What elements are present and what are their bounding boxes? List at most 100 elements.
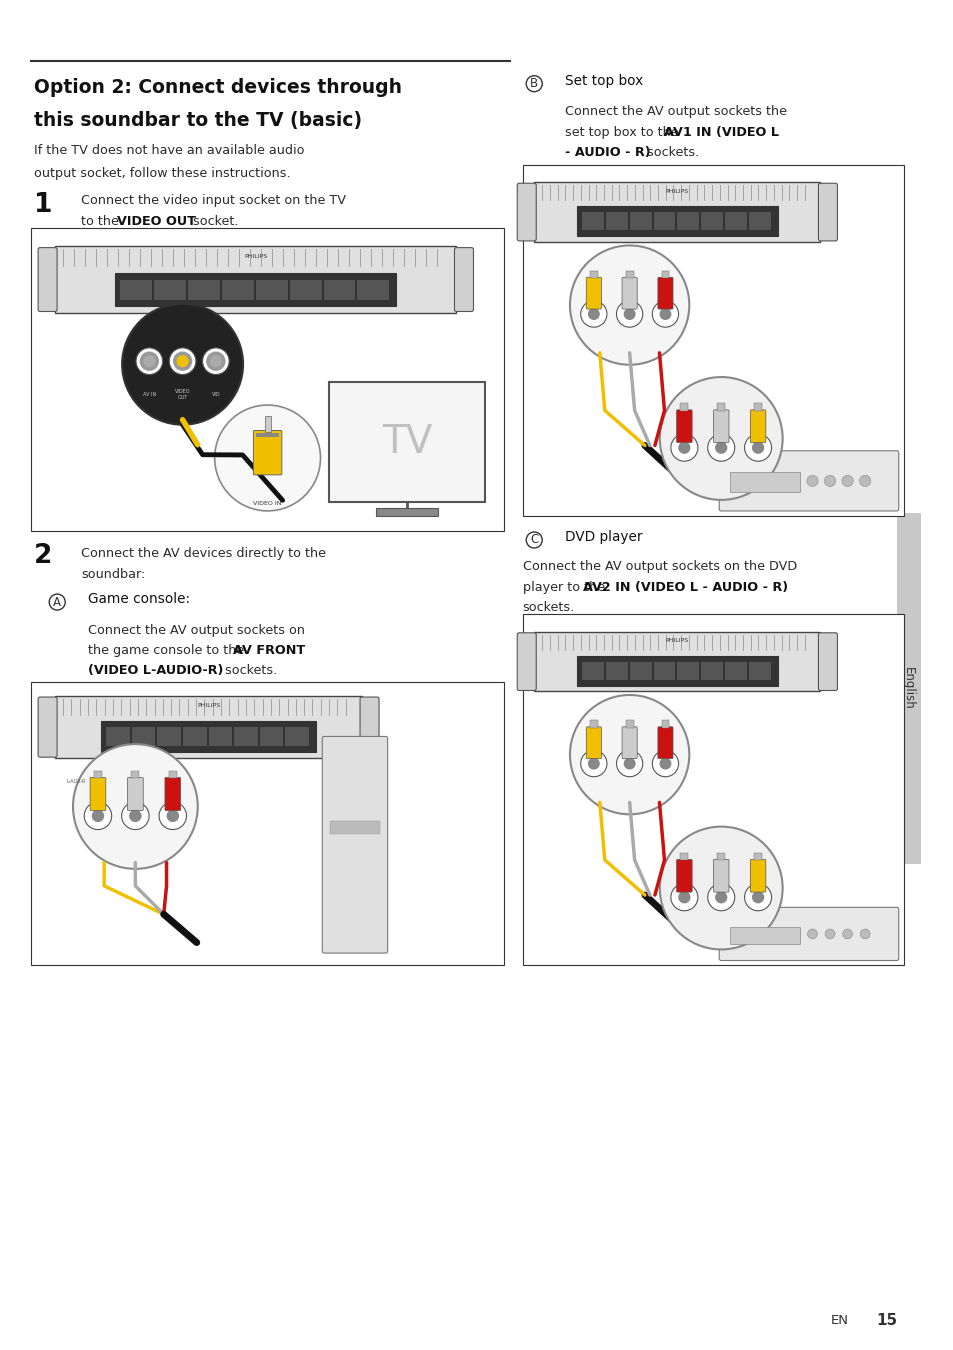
Circle shape — [569, 246, 689, 364]
FancyBboxPatch shape — [522, 614, 903, 965]
Circle shape — [569, 695, 689, 814]
Text: VIDEO
OUT: VIDEO OUT — [174, 389, 191, 400]
Text: to the: to the — [81, 215, 123, 228]
FancyBboxPatch shape — [713, 410, 728, 443]
Circle shape — [623, 757, 635, 769]
Text: PHILIPS: PHILIPS — [665, 189, 688, 193]
FancyBboxPatch shape — [700, 212, 722, 230]
FancyBboxPatch shape — [750, 410, 765, 443]
Circle shape — [860, 929, 869, 938]
FancyBboxPatch shape — [818, 633, 837, 690]
Circle shape — [169, 348, 195, 374]
Circle shape — [139, 351, 159, 371]
FancyBboxPatch shape — [676, 860, 691, 892]
Circle shape — [623, 308, 635, 320]
FancyBboxPatch shape — [359, 697, 378, 757]
FancyBboxPatch shape — [522, 165, 903, 516]
Circle shape — [715, 441, 726, 454]
FancyBboxPatch shape — [679, 853, 688, 860]
Circle shape — [616, 751, 642, 776]
Circle shape — [707, 435, 734, 462]
Circle shape — [807, 929, 817, 938]
FancyBboxPatch shape — [621, 277, 637, 309]
FancyBboxPatch shape — [120, 279, 152, 300]
Text: Game console:: Game console: — [88, 593, 190, 606]
Text: English: English — [902, 667, 914, 710]
Circle shape — [122, 304, 243, 425]
Text: If the TV does not have an available audio: If the TV does not have an available aud… — [34, 144, 305, 158]
Circle shape — [678, 441, 690, 454]
FancyBboxPatch shape — [713, 860, 728, 892]
Text: VID: VID — [212, 392, 220, 397]
Circle shape — [167, 810, 179, 822]
FancyBboxPatch shape — [719, 907, 898, 960]
FancyBboxPatch shape — [753, 853, 761, 860]
FancyBboxPatch shape — [818, 184, 837, 240]
FancyBboxPatch shape — [717, 853, 724, 860]
Circle shape — [587, 308, 599, 320]
FancyBboxPatch shape — [534, 182, 820, 242]
FancyBboxPatch shape — [55, 697, 361, 759]
Text: B: B — [530, 77, 537, 90]
FancyBboxPatch shape — [577, 656, 777, 686]
Circle shape — [841, 929, 852, 938]
Circle shape — [659, 377, 781, 500]
Circle shape — [210, 355, 222, 367]
Circle shape — [715, 891, 726, 903]
FancyBboxPatch shape — [132, 771, 139, 779]
FancyBboxPatch shape — [55, 246, 456, 313]
FancyBboxPatch shape — [188, 279, 220, 300]
FancyBboxPatch shape — [157, 728, 181, 745]
Text: soundbar:: soundbar: — [81, 568, 145, 582]
FancyBboxPatch shape — [625, 271, 633, 278]
Text: Connect the AV output sockets on: Connect the AV output sockets on — [88, 624, 304, 637]
FancyBboxPatch shape — [625, 721, 633, 728]
Circle shape — [84, 802, 112, 829]
Circle shape — [206, 351, 225, 371]
FancyBboxPatch shape — [896, 513, 920, 864]
Text: Connect the AV output sockets the: Connect the AV output sockets the — [564, 105, 786, 119]
FancyBboxPatch shape — [577, 207, 777, 236]
Circle shape — [751, 441, 763, 454]
FancyBboxPatch shape — [517, 184, 536, 240]
FancyBboxPatch shape — [586, 726, 600, 759]
FancyBboxPatch shape — [534, 632, 820, 691]
FancyBboxPatch shape — [264, 416, 271, 432]
Circle shape — [616, 301, 642, 327]
FancyBboxPatch shape — [589, 271, 598, 278]
Text: sockets.: sockets. — [522, 601, 575, 614]
Text: PHILIPS: PHILIPS — [665, 639, 688, 643]
FancyBboxPatch shape — [581, 662, 603, 679]
Circle shape — [751, 891, 763, 903]
FancyBboxPatch shape — [724, 662, 746, 679]
Text: AV FRONT: AV FRONT — [233, 644, 305, 657]
FancyBboxPatch shape — [329, 382, 484, 502]
Circle shape — [707, 884, 734, 911]
FancyBboxPatch shape — [717, 404, 724, 410]
Text: AV1 IN (VIDEO L: AV1 IN (VIDEO L — [663, 126, 779, 139]
FancyBboxPatch shape — [322, 737, 387, 953]
FancyBboxPatch shape — [31, 228, 503, 531]
Circle shape — [136, 348, 162, 374]
FancyBboxPatch shape — [660, 721, 669, 728]
Text: L-AUX-R: L-AUX-R — [67, 779, 86, 784]
FancyBboxPatch shape — [605, 212, 627, 230]
Circle shape — [743, 884, 771, 911]
Text: this soundbar to the TV (basic): this soundbar to the TV (basic) — [34, 111, 362, 130]
Circle shape — [659, 826, 781, 949]
FancyBboxPatch shape — [323, 279, 355, 300]
Circle shape — [526, 532, 541, 548]
Circle shape — [743, 435, 771, 462]
Circle shape — [580, 301, 606, 327]
FancyBboxPatch shape — [357, 279, 389, 300]
Text: AV2 IN (VIDEO L - AUDIO - R): AV2 IN (VIDEO L - AUDIO - R) — [582, 580, 787, 594]
Circle shape — [73, 744, 197, 869]
Circle shape — [91, 810, 104, 822]
FancyBboxPatch shape — [621, 726, 637, 759]
FancyBboxPatch shape — [330, 821, 379, 834]
FancyBboxPatch shape — [724, 212, 746, 230]
FancyBboxPatch shape — [93, 771, 102, 779]
Circle shape — [587, 757, 599, 769]
Text: 15: 15 — [876, 1312, 897, 1328]
FancyBboxPatch shape — [605, 662, 627, 679]
